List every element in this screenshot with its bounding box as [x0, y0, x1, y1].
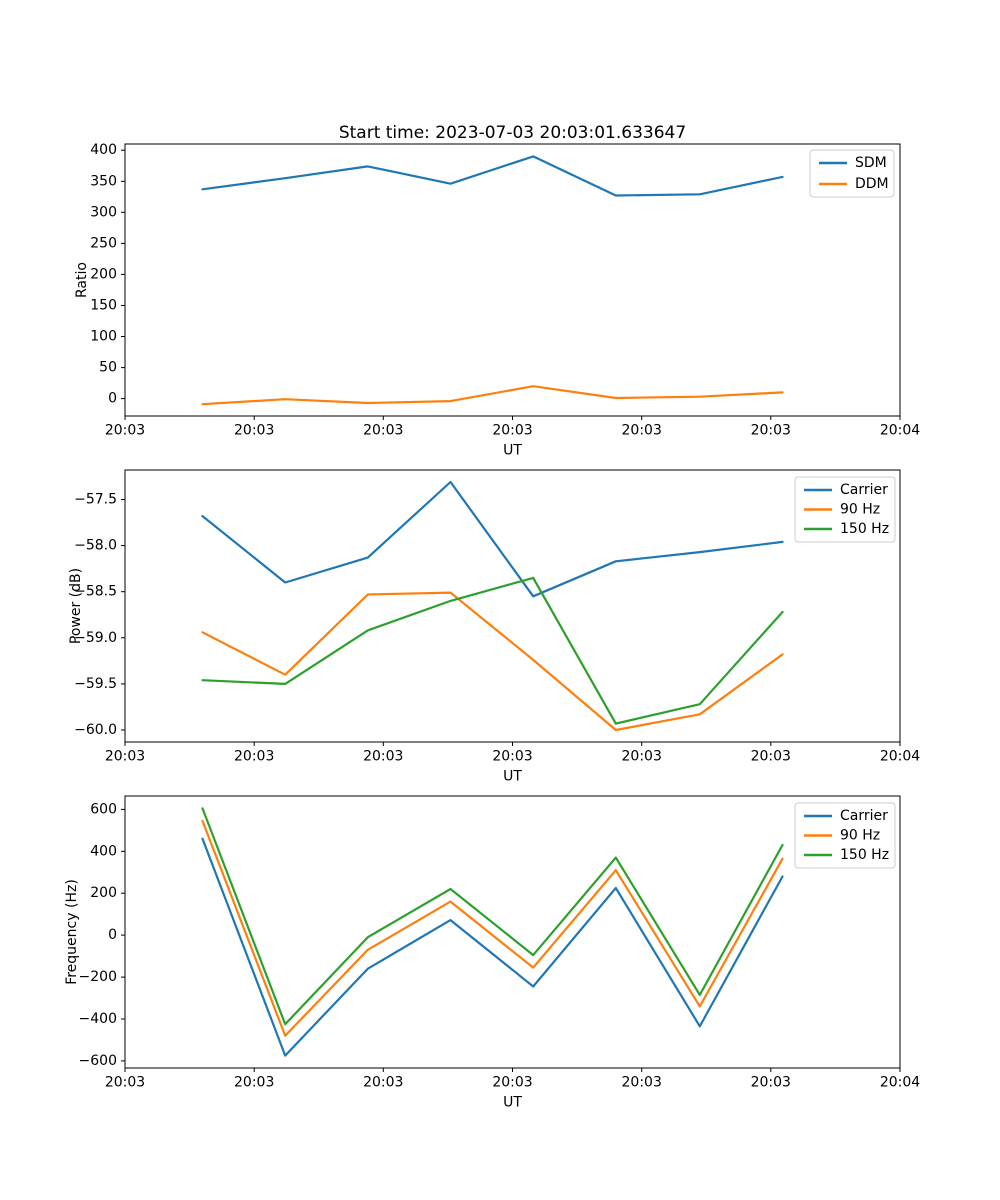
y-tick-label: −58.0 — [74, 538, 117, 554]
y-tick-label: 400 — [90, 142, 117, 158]
x-tick-label: 20:03 — [105, 749, 145, 765]
x-tick-label: 20:03 — [492, 1075, 532, 1091]
x-tick-label: 20:03 — [363, 749, 403, 765]
series-line-carrier — [201, 480, 784, 598]
x-tick-label: 20:03 — [234, 1075, 274, 1091]
x-tick-label: 20:03 — [234, 423, 274, 439]
x-tick-label: 20:04 — [880, 749, 920, 765]
x-axis-label: UT — [503, 769, 522, 785]
legend-label: DDM — [855, 176, 889, 192]
legend-label: Carrier — [840, 808, 888, 824]
plot-power: 20:03 20:03 20:03 20:03 20:03 20:03 20:04 −57.5… — [68, 469, 920, 785]
x-tick-label: 20:03 — [751, 423, 791, 439]
x-tick-label: 20:03 — [751, 749, 791, 765]
legend-box — [794, 476, 896, 543]
legend-label: SDM — [855, 155, 887, 171]
legend-label: 150 Hz — [840, 847, 889, 863]
x-tick-label: 20:03 — [363, 1075, 403, 1091]
plot-frequency: 20:03 20:03 20:03 20:03 20:03 20:03 20:04 −600 −… — [64, 795, 920, 1111]
plot-area — [124, 469, 901, 743]
y-tick-label: 50 — [99, 360, 117, 376]
y-tick-label: 200 — [90, 266, 117, 282]
x-tick-label: 20:03 — [492, 749, 532, 765]
y-tick-label: −59.0 — [74, 630, 117, 646]
plot-area — [124, 795, 901, 1069]
x-tick-label: 20:04 — [880, 1075, 920, 1091]
y-tick-label: 150 — [90, 298, 117, 314]
y-tick-label: −58.5 — [74, 584, 117, 600]
y-tick-label: 600 — [90, 801, 117, 817]
x-tick-label: 20:04 — [880, 423, 920, 439]
y-tick-label: 350 — [90, 173, 117, 189]
plot-title: Start time: 2023-07-03 20:03:01.633647 — [339, 123, 686, 143]
plot-ratio: 20:03 20:03 20:03 20:03 20:03 20:03 20:04 0 50 10… — [74, 123, 920, 459]
x-tick-label: 20:03 — [363, 423, 403, 439]
legend-label: 90 Hz — [840, 828, 880, 844]
series-line-90-hz — [201, 819, 784, 1037]
y-tick-label: −59.5 — [74, 676, 117, 692]
x-tick-label: 20:03 — [105, 1075, 145, 1091]
y-tick-label: 250 — [90, 235, 117, 251]
x-tick-label: 20:03 — [234, 749, 274, 765]
y-tick-label: −400 — [79, 1011, 117, 1027]
y-axis-label: Ratio — [74, 262, 90, 298]
y-axis-label: Frequency (Hz) — [64, 879, 80, 985]
x-tick-label: 20:03 — [622, 1075, 662, 1091]
legend-box — [794, 802, 896, 869]
x-tick-label: 20:03 — [492, 423, 532, 439]
legend-label: 150 Hz — [840, 521, 889, 537]
x-axis-label: UT — [503, 443, 522, 459]
y-tick-label: 100 — [90, 329, 117, 345]
legend-label: 90 Hz — [840, 502, 880, 518]
y-tick-label: −57.5 — [74, 492, 117, 508]
x-tick-label: 20:03 — [751, 1075, 791, 1091]
series-line-90-hz — [201, 591, 784, 732]
series-line-150-hz — [201, 576, 784, 725]
y-tick-label: −600 — [79, 1053, 117, 1069]
y-tick-label: −60.0 — [74, 722, 117, 738]
series-line-sdm — [201, 155, 784, 197]
series-line-carrier — [201, 837, 784, 1057]
y-tick-label: 0 — [108, 391, 117, 407]
series-line-ddm — [201, 385, 784, 406]
y-tick-label: 200 — [90, 885, 117, 901]
y-tick-label: 0 — [108, 927, 117, 943]
x-tick-label: 20:03 — [622, 749, 662, 765]
y-tick-label: 400 — [90, 843, 117, 859]
x-axis-label: UT — [503, 1095, 522, 1111]
y-tick-label: −200 — [79, 969, 117, 985]
x-tick-label: 20:03 — [622, 423, 662, 439]
x-tick-label: 20:03 — [105, 423, 145, 439]
y-axis-label: Power (dB) — [68, 568, 84, 644]
legend-label: Carrier — [840, 482, 888, 498]
series-line-150-hz — [201, 807, 784, 1026]
y-tick-label: 300 — [90, 204, 117, 220]
